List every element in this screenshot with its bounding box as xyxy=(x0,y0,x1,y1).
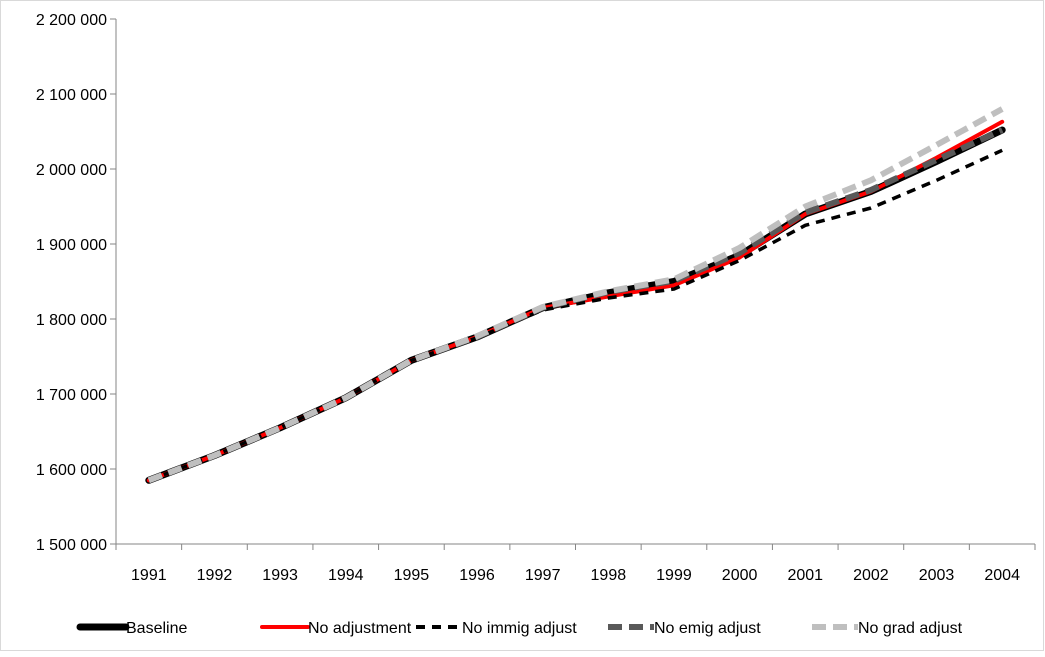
y-tick-label: 1 800 000 xyxy=(36,312,107,329)
legend-label: No adjustment xyxy=(308,620,412,637)
x-tick-label: 2000 xyxy=(722,567,758,584)
legend-label: No immig adjust xyxy=(462,620,577,637)
x-tick-label: 2004 xyxy=(984,567,1020,584)
legend-label: No grad adjust xyxy=(858,620,963,637)
y-axis: 1 500 000 1 600 000 1 700 000 1 800 000 1 90… xyxy=(36,12,117,554)
x-tick-label: 1999 xyxy=(656,567,692,584)
series-lines xyxy=(145,106,1006,484)
x-tick-label: 1997 xyxy=(525,567,561,584)
y-tick-label: 2 100 000 xyxy=(36,87,107,104)
y-tick-label: 2 200 000 xyxy=(36,12,107,29)
x-tick-label: 1991 xyxy=(131,567,167,584)
x-tick-label: 1994 xyxy=(328,567,364,584)
y-tick-label: 2 000 000 xyxy=(36,162,107,179)
x-axis: 1991 1992 1993 1994 1995 1996 1997 1998 1999 2000… xyxy=(115,543,1036,584)
y-tick-label: 1 500 000 xyxy=(36,537,107,554)
legend: Baseline No adjustment No immig adjust No e… xyxy=(76,620,963,637)
x-tick-label: 1995 xyxy=(394,567,430,584)
x-tick-label: 2003 xyxy=(919,567,955,584)
legend-label: Baseline xyxy=(126,620,187,637)
y-tick-label: 1 700 000 xyxy=(36,387,107,404)
x-tick-label: 1996 xyxy=(459,567,495,584)
legend-label: No emig adjust xyxy=(654,620,761,637)
x-tick-label: 2001 xyxy=(787,567,823,584)
series-line xyxy=(147,106,1004,484)
y-tick-label: 1 900 000 xyxy=(36,237,107,254)
x-tick-label: 1992 xyxy=(197,567,233,584)
x-tick-label: 1993 xyxy=(262,567,298,584)
y-tick-label: 1 600 000 xyxy=(36,462,107,479)
x-tick-label: 1998 xyxy=(591,567,627,584)
x-tick-label: 2002 xyxy=(853,567,889,584)
